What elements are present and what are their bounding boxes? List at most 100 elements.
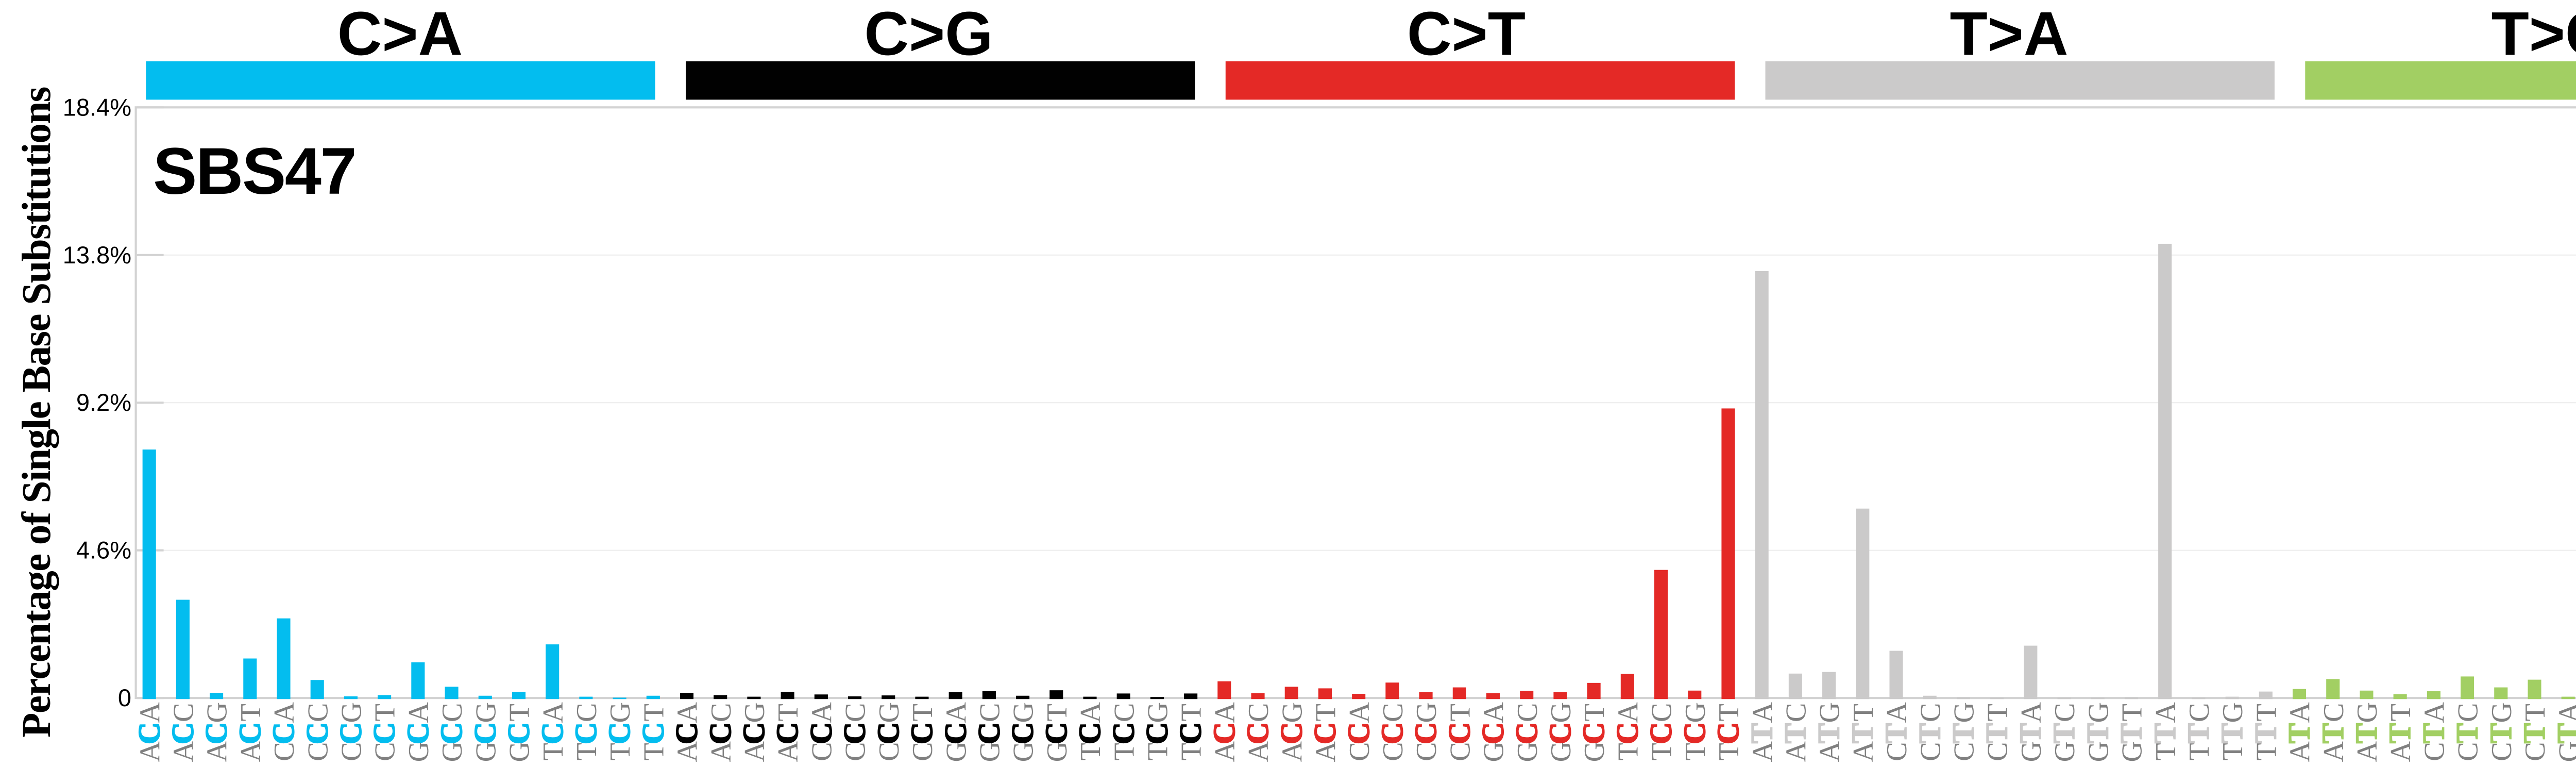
- svg-text:T: T: [369, 704, 401, 721]
- svg-text:C: C: [334, 722, 368, 744]
- svg-text:A: A: [2351, 741, 2383, 762]
- svg-text:T: T: [2484, 723, 2518, 743]
- svg-text:C: C: [436, 703, 468, 722]
- svg-text:T: T: [1946, 723, 1980, 743]
- svg-text:G: G: [436, 741, 468, 762]
- svg-text:C: C: [804, 722, 838, 744]
- svg-text:C: C: [1914, 703, 1946, 722]
- svg-text:C: C: [268, 742, 300, 761]
- svg-text:C: C: [1344, 742, 1376, 761]
- svg-text:G: G: [2553, 741, 2576, 762]
- svg-text:T: T: [1778, 723, 1812, 743]
- svg-text:T: T: [604, 743, 636, 760]
- svg-text:T: T: [2116, 704, 2148, 721]
- svg-text:A: A: [1781, 741, 1812, 762]
- svg-text:A: A: [1209, 702, 1241, 723]
- svg-text:A: A: [2284, 741, 2316, 762]
- svg-text:C: C: [434, 722, 468, 744]
- svg-text:C: C: [1342, 722, 1376, 744]
- svg-text:A: A: [1814, 741, 1846, 762]
- svg-text:C: C: [806, 742, 838, 761]
- svg-text:C: C: [1207, 722, 1241, 744]
- svg-text:G: G: [1478, 741, 1510, 762]
- svg-text:G: G: [1545, 741, 1577, 762]
- svg-text:T: T: [1612, 743, 1644, 760]
- svg-text:G: G: [2351, 702, 2383, 723]
- svg-text:T: T: [2114, 723, 2148, 743]
- svg-text:C: C: [535, 722, 569, 744]
- svg-text:G: G: [1948, 702, 1980, 723]
- svg-text:T: T: [1176, 704, 1208, 721]
- svg-text:T: T: [2316, 723, 2350, 743]
- svg-text:T: T: [772, 704, 804, 721]
- svg-text:G: G: [1545, 702, 1577, 723]
- svg-text:A: A: [1075, 702, 1107, 723]
- svg-text:T: T: [2385, 704, 2417, 721]
- svg-text:C: C: [468, 722, 502, 744]
- svg-text:T: T: [1646, 743, 1678, 760]
- svg-text:G: G: [1579, 741, 1611, 762]
- svg-text:C>T: C>T: [1407, 0, 1526, 69]
- svg-text:C: C: [2486, 742, 2518, 761]
- svg-text:G: G: [2015, 741, 2047, 762]
- svg-text:T: T: [2181, 723, 2215, 743]
- svg-text:T: T: [1812, 723, 1846, 743]
- svg-text:G: G: [201, 702, 233, 723]
- svg-text:A: A: [1209, 741, 1241, 762]
- svg-text:T: T: [1982, 704, 2014, 721]
- svg-text:T: T: [2250, 743, 2282, 760]
- svg-text:C: C: [1444, 742, 1476, 761]
- svg-text:T: T: [2349, 723, 2383, 743]
- svg-text:G: G: [1276, 702, 1308, 723]
- svg-text:C: C: [302, 703, 334, 722]
- svg-text:A: A: [235, 741, 267, 762]
- svg-text:G: G: [604, 702, 636, 723]
- svg-text:C: C: [166, 722, 200, 744]
- svg-text:C: C: [1108, 703, 1140, 722]
- svg-text:C: C: [1140, 722, 1174, 744]
- svg-text:T: T: [2080, 723, 2114, 743]
- svg-text:C: C: [1243, 703, 1275, 722]
- svg-text:C: C: [1039, 722, 1073, 744]
- svg-text:C: C: [199, 722, 233, 744]
- svg-text:T: T: [1848, 704, 1879, 721]
- svg-text:C: C: [1411, 742, 1443, 761]
- svg-text:C: C: [1644, 722, 1678, 744]
- svg-text:C: C: [2419, 742, 2451, 761]
- svg-text:C: C: [302, 742, 334, 761]
- svg-text:C: C: [1274, 722, 1308, 744]
- svg-text:T: T: [1845, 723, 1879, 743]
- svg-text:T: T: [1041, 704, 1073, 721]
- svg-text:C: C: [871, 722, 905, 744]
- svg-text:C: C: [233, 722, 267, 744]
- svg-text:T: T: [1980, 723, 2014, 743]
- svg-text:A: A: [2318, 741, 2350, 762]
- svg-text:T: T: [2417, 723, 2451, 743]
- svg-text:T: T: [2148, 723, 2182, 743]
- svg-text:A: A: [268, 702, 300, 723]
- svg-text:C: C: [2183, 703, 2215, 722]
- svg-text:T: T: [2215, 723, 2249, 743]
- svg-text:T: T: [907, 704, 939, 721]
- svg-text:G: G: [336, 702, 368, 723]
- svg-text:T: T: [1176, 743, 1208, 760]
- svg-text:T: T: [2517, 723, 2551, 743]
- svg-text:A: A: [1747, 702, 1778, 723]
- svg-text:T: T: [1310, 704, 1342, 721]
- svg-text:G: G: [940, 741, 972, 762]
- svg-text:T: T: [1680, 743, 1711, 760]
- svg-text:T: T: [2282, 723, 2316, 743]
- svg-text:C: C: [1174, 722, 1208, 744]
- svg-text:C: C: [1476, 722, 1510, 744]
- svg-text:A: A: [1478, 702, 1510, 723]
- svg-text:G: G: [403, 741, 435, 762]
- svg-text:G: G: [1142, 702, 1174, 723]
- svg-text:C: C: [569, 722, 603, 744]
- svg-text:A: A: [1848, 741, 1879, 762]
- svg-text:C: C: [1510, 722, 1544, 744]
- svg-text:C: C: [571, 703, 603, 722]
- svg-text:A: A: [1881, 702, 1913, 723]
- svg-text:C: C: [1577, 722, 1611, 744]
- svg-text:C: C: [1377, 703, 1409, 722]
- svg-text:A: A: [2015, 702, 2047, 723]
